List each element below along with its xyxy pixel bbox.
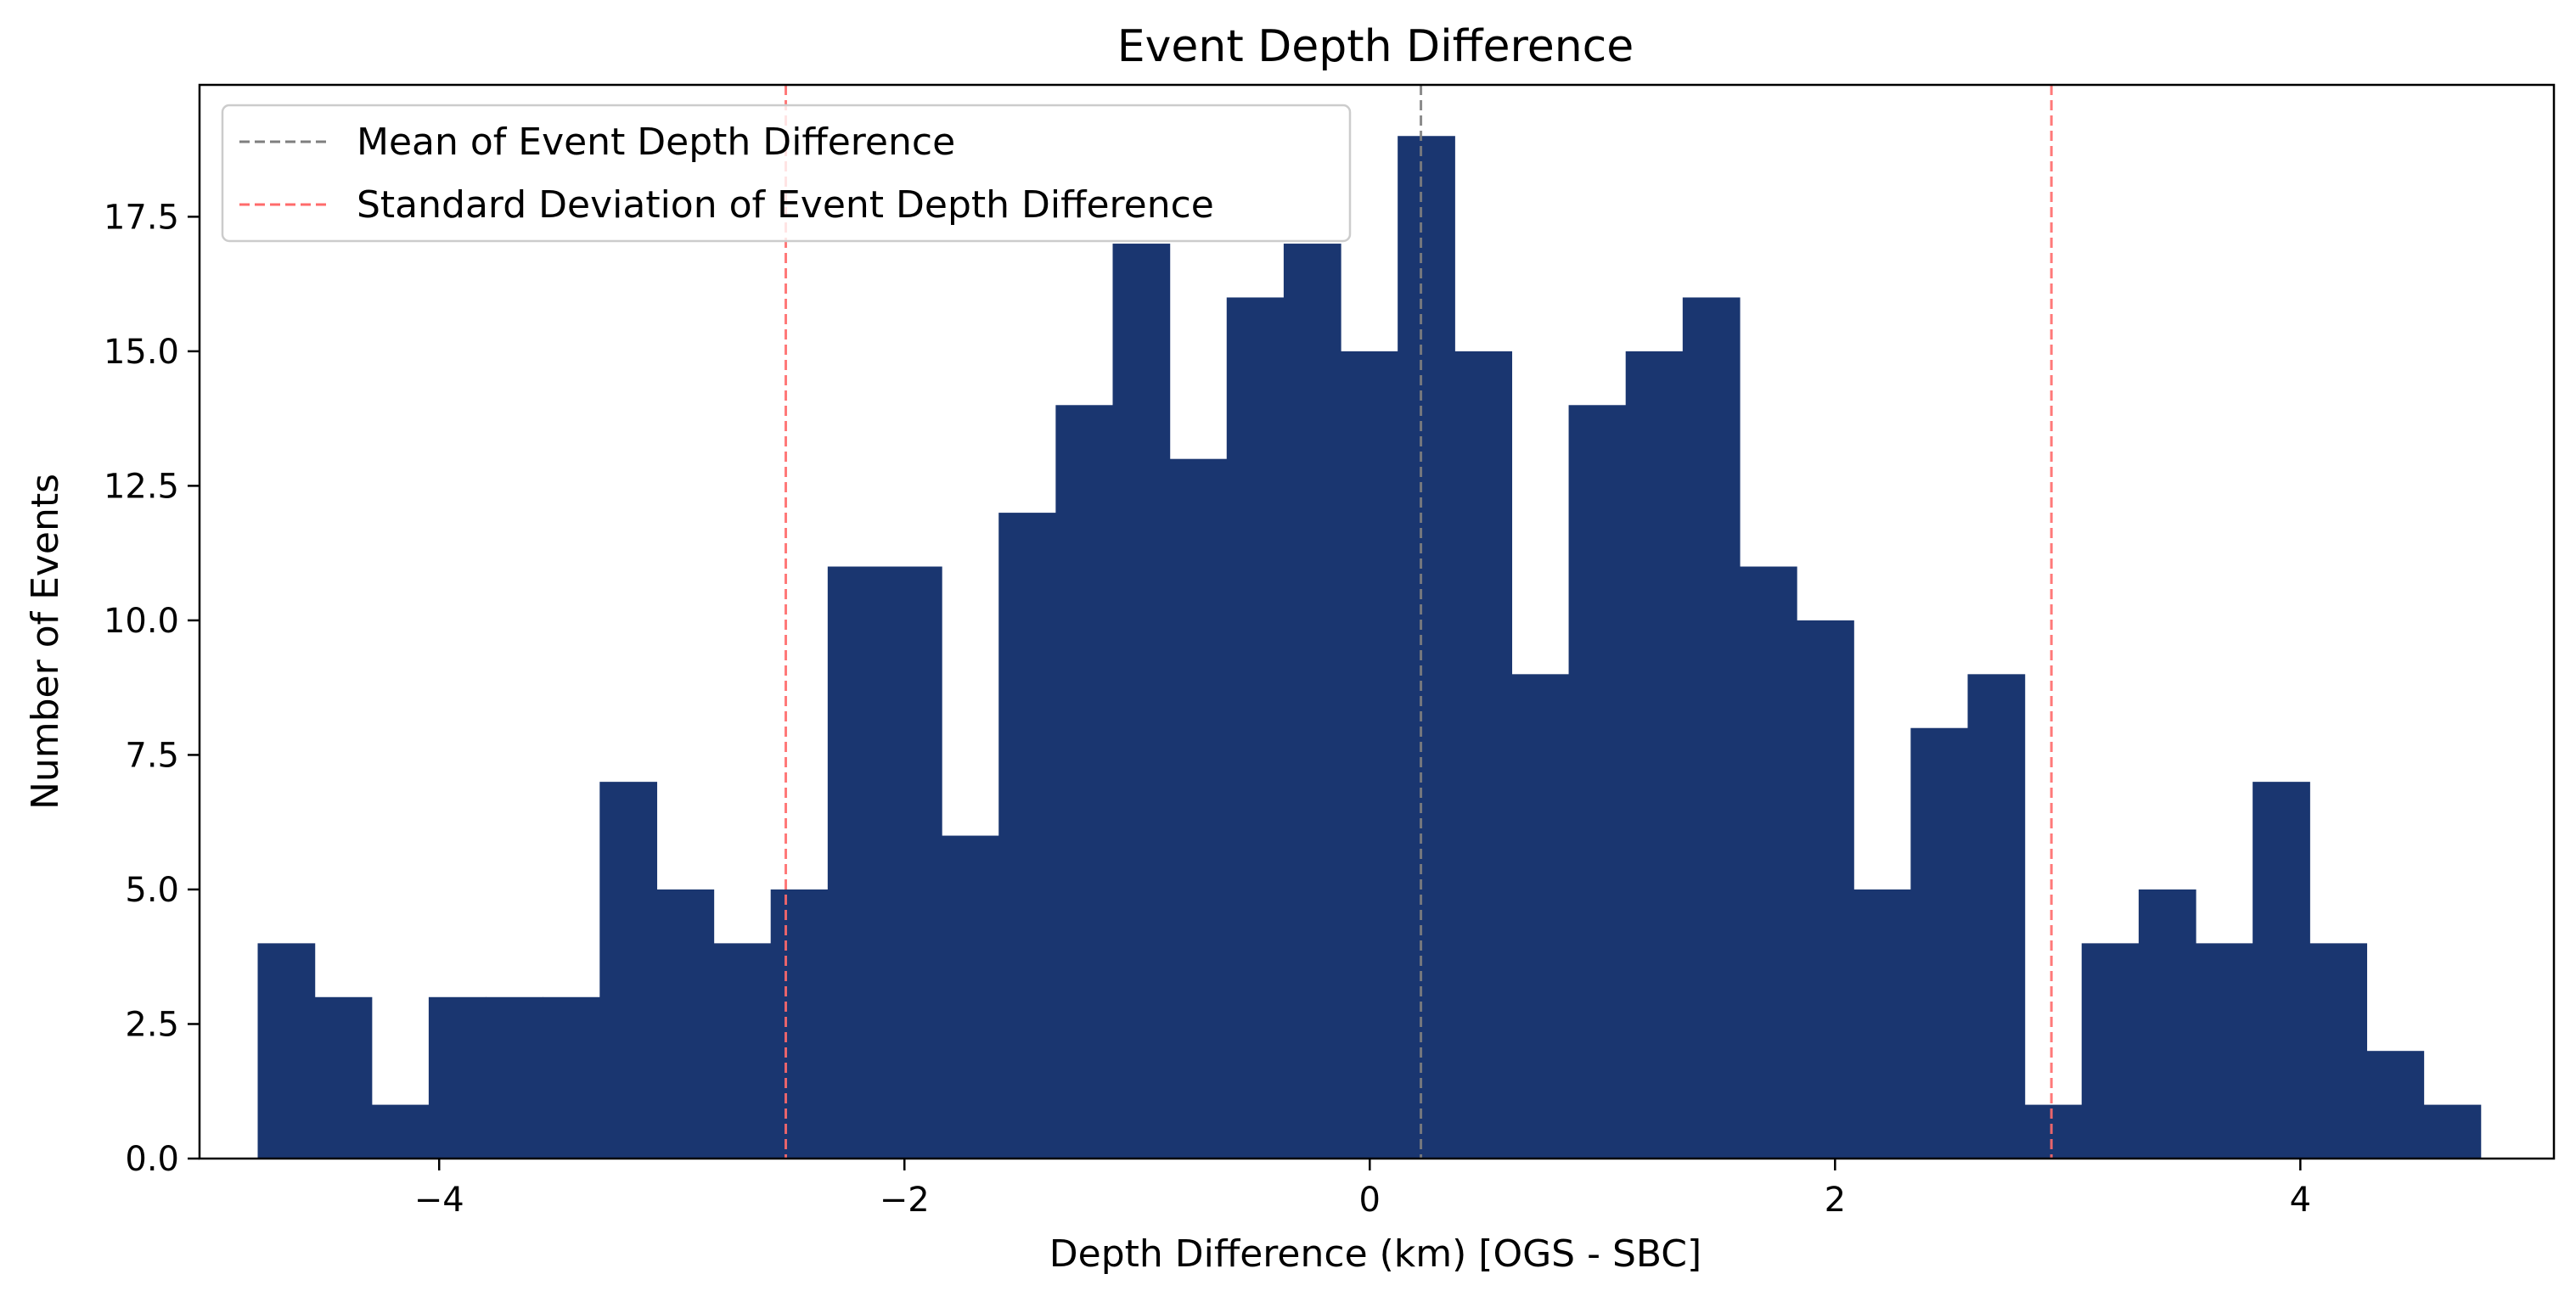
histogram-bar	[1055, 405, 1114, 1159]
histogram-bar	[1226, 297, 1285, 1159]
histogram-bar	[2081, 943, 2140, 1159]
legend-mean-label: Mean of Event Depth Difference	[357, 121, 955, 164]
chart-title: Event Depth Difference	[1117, 21, 1634, 72]
x-tick-label: −2	[880, 1181, 930, 1220]
histogram-bar	[1797, 620, 1854, 1159]
histogram-bar	[1398, 136, 1455, 1159]
y-tick-label: 10.0	[104, 602, 179, 641]
x-tick-label: 4	[2290, 1181, 2311, 1220]
y-tick-label: 0.0	[125, 1140, 179, 1179]
histogram-bar	[257, 943, 316, 1159]
y-axis-label: Number of Events	[24, 474, 67, 810]
y-tick-label: 15.0	[104, 333, 179, 372]
histogram-bar	[770, 889, 829, 1159]
histogram-bar	[1682, 297, 1741, 1159]
y-tick-label: 17.5	[104, 198, 179, 237]
histogram-bar	[1910, 727, 1969, 1159]
histogram-bar	[1341, 351, 1398, 1159]
histogram-bar	[1283, 244, 1341, 1159]
histogram-bar	[656, 889, 715, 1159]
legend-std-label: Standard Deviation of Event Depth Differ…	[357, 183, 1214, 227]
histogram-bar	[543, 996, 600, 1159]
histogram-bar	[599, 782, 658, 1159]
x-tick-label: −4	[414, 1181, 464, 1220]
histogram-bar	[1853, 889, 1911, 1159]
y-tick-label: 7.5	[125, 736, 179, 775]
legend-box	[221, 104, 1352, 243]
y-tick-label: 12.5	[104, 467, 179, 506]
y-tick-label: 5.0	[125, 871, 179, 910]
histogram-bar	[2138, 889, 2196, 1159]
x-tick-label: 0	[1359, 1181, 1381, 1220]
histogram-bar	[486, 996, 543, 1159]
histogram-bar	[1169, 458, 1228, 1159]
plot-frame	[198, 83, 2556, 1160]
histogram-bar	[827, 566, 886, 1159]
histogram-bar	[2024, 1104, 2083, 1159]
histogram-bar	[2196, 943, 2253, 1159]
histogram-bar	[314, 996, 373, 1159]
histogram-bar	[1454, 351, 1513, 1159]
histogram-bar	[428, 996, 487, 1159]
x-tick-label: 2	[1825, 1181, 1846, 1220]
histogram-bar	[998, 513, 1056, 1159]
histogram-bar	[2423, 1104, 2482, 1159]
histogram-bar	[1511, 674, 1570, 1159]
histogram-bar	[2253, 782, 2310, 1159]
histogram-bar	[1967, 674, 2026, 1159]
x-axis-label: Depth Difference (km) [OGS - SBC]	[1049, 1232, 1701, 1276]
histogram-bar	[1112, 244, 1171, 1159]
histogram-bar	[1739, 566, 1797, 1159]
histogram-bar	[884, 566, 942, 1159]
histogram-bar	[371, 1104, 430, 1159]
y-tick-label: 2.5	[125, 1005, 179, 1044]
histogram-bar	[713, 943, 772, 1159]
histogram-bar	[1625, 351, 1684, 1159]
histogram-bar	[942, 835, 999, 1159]
histogram-bar	[2309, 943, 2368, 1159]
histogram-bar	[1568, 405, 1627, 1159]
histogram-bar	[2366, 1051, 2425, 1159]
